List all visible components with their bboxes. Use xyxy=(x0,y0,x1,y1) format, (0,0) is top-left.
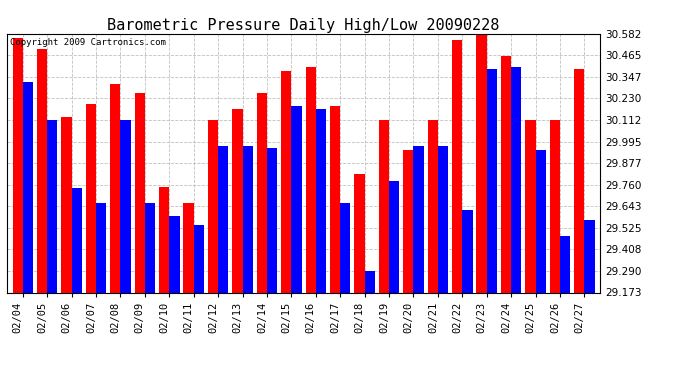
Title: Barometric Pressure Daily High/Low 20090228: Barometric Pressure Daily High/Low 20090… xyxy=(108,18,500,33)
Bar xyxy=(452,40,462,292)
Bar xyxy=(47,120,57,292)
Bar xyxy=(560,236,570,292)
Bar xyxy=(501,56,511,292)
Bar xyxy=(438,146,449,292)
Bar xyxy=(267,148,277,292)
Bar xyxy=(110,84,121,292)
Bar xyxy=(208,120,218,292)
Bar xyxy=(159,186,169,292)
Bar xyxy=(169,216,179,292)
Bar xyxy=(61,117,72,292)
Bar xyxy=(379,120,389,292)
Bar xyxy=(194,225,204,292)
Bar xyxy=(364,271,375,292)
Bar xyxy=(550,120,560,292)
Bar xyxy=(37,49,47,292)
Bar xyxy=(486,69,497,292)
Bar xyxy=(86,104,96,292)
Bar xyxy=(306,67,316,292)
Bar xyxy=(12,38,23,292)
Bar xyxy=(340,203,351,292)
Bar xyxy=(462,210,473,292)
Bar xyxy=(584,220,595,292)
Bar xyxy=(403,150,413,292)
Bar xyxy=(218,146,228,292)
Bar xyxy=(121,120,130,292)
Bar xyxy=(316,110,326,292)
Bar xyxy=(535,150,546,292)
Bar xyxy=(233,110,243,292)
Bar xyxy=(257,93,267,292)
Bar xyxy=(72,188,82,292)
Bar xyxy=(428,120,438,292)
Bar xyxy=(525,120,535,292)
Bar xyxy=(477,34,486,292)
Bar xyxy=(243,146,253,292)
Bar xyxy=(184,203,194,292)
Bar xyxy=(574,69,584,292)
Bar xyxy=(413,146,424,292)
Bar xyxy=(355,174,364,292)
Bar xyxy=(291,106,302,292)
Bar xyxy=(281,71,291,292)
Bar xyxy=(96,203,106,292)
Bar xyxy=(389,181,400,292)
Bar xyxy=(135,93,145,292)
Bar xyxy=(145,203,155,292)
Bar xyxy=(23,82,33,292)
Bar xyxy=(330,106,340,292)
Text: Copyright 2009 Cartronics.com: Copyright 2009 Cartronics.com xyxy=(10,38,166,46)
Bar xyxy=(511,67,522,292)
